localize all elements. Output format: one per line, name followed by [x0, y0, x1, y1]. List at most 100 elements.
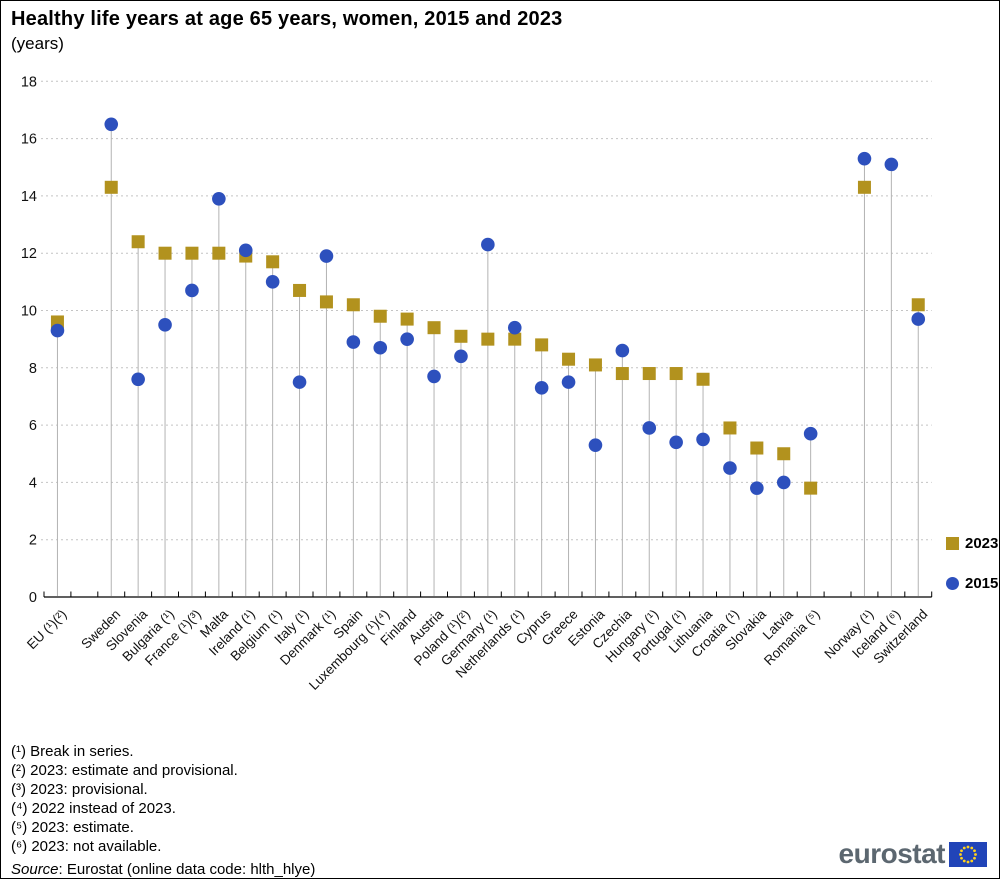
chart-subtitle: (years) — [11, 34, 64, 53]
marker-2023 — [911, 298, 925, 312]
marker-2015 — [373, 340, 388, 355]
marker-2023 — [104, 180, 118, 194]
marker-2015 — [346, 335, 361, 349]
marker-2023 — [857, 180, 871, 194]
marker-2015 — [507, 320, 522, 335]
flag-star — [962, 846, 966, 849]
marker-2015 — [50, 323, 65, 338]
flag-star — [973, 848, 976, 852]
marker-2015 — [534, 381, 549, 395]
marker-2015 — [454, 349, 468, 364]
y-axis-label: 16 — [21, 132, 37, 148]
y-axis-label: 4 — [29, 475, 37, 491]
flag-star — [970, 859, 974, 862]
marker-2015 — [185, 283, 199, 298]
x-axis-label: EU (¹)(²) — [24, 607, 70, 653]
marker-2015 — [642, 421, 657, 435]
marker-2015 — [669, 435, 683, 450]
y-axis-label: 18 — [21, 74, 37, 90]
marker-2015 — [750, 481, 764, 495]
y-axis-label: 0 — [29, 590, 37, 606]
marker-2015 — [427, 369, 441, 384]
flag-star — [966, 860, 970, 863]
footnotes: (¹) Break in series. (²) 2023: estimate … — [11, 742, 316, 878]
chart-title: Healthy life years at age 65 years, wome… — [11, 8, 563, 30]
marker-2015 — [212, 191, 226, 206]
marker-2023 — [293, 283, 307, 297]
legend-item-2023: 2023 — [946, 532, 998, 554]
marker-2023 — [131, 235, 145, 249]
flag-star — [959, 852, 962, 856]
marker-2023 — [696, 372, 710, 386]
footnote-1: (¹) Break in series. — [11, 743, 134, 760]
flag-star — [970, 846, 974, 849]
marker-2023 — [158, 246, 172, 260]
marker-2015 — [776, 475, 791, 490]
y-axis-label: 10 — [21, 304, 37, 320]
footnote-4: (⁴) 2022 instead of 2023. — [11, 800, 176, 817]
y-axis-label: 14 — [21, 189, 37, 205]
footnote-2: (²) 2023: estimate and provisional. — [11, 762, 238, 779]
marker-2015 — [561, 375, 576, 389]
footnote-3: (³) 2023: provisional. — [11, 781, 148, 798]
marker-2015 — [857, 151, 872, 166]
marker-2023 — [508, 332, 522, 346]
marker-2023 — [562, 352, 576, 366]
marker-2015 — [696, 432, 710, 447]
flag-star — [966, 845, 970, 848]
marker-2023 — [185, 246, 199, 260]
marker-2023 — [642, 367, 656, 381]
y-axis-label: 8 — [29, 361, 37, 377]
flag-star — [973, 856, 976, 860]
marker-2023 — [427, 321, 441, 335]
marker-2015 — [615, 343, 630, 358]
marker-2023 — [481, 332, 495, 346]
legend-swatch-2015-circle — [946, 576, 959, 590]
legend-label-2023: 2023 — [965, 534, 999, 552]
y-axis-label: 2 — [29, 533, 37, 549]
y-axis-label: 12 — [21, 246, 37, 262]
flag-star — [962, 859, 966, 862]
marker-2015 — [238, 243, 253, 258]
flag-star — [960, 856, 963, 860]
legend: 2023 2015 — [946, 532, 998, 612]
marker-2015 — [104, 117, 119, 132]
legend-item-2015: 2015 — [946, 572, 998, 594]
legend-label-2015: 2015 — [965, 574, 999, 592]
marker-2023 — [346, 298, 360, 312]
marker-2023 — [804, 481, 818, 495]
footnote-6: (⁶) 2023: not available. — [11, 838, 162, 855]
marker-2023 — [750, 441, 764, 455]
marker-2023 — [212, 246, 226, 260]
marker-2023 — [588, 358, 602, 372]
marker-2023 — [454, 329, 468, 343]
marker-2015 — [481, 237, 495, 252]
marker-2023 — [723, 421, 737, 435]
marker-2015 — [292, 375, 307, 389]
marker-2015 — [400, 332, 414, 346]
marker-2015 — [265, 275, 280, 289]
marker-2023 — [266, 255, 280, 269]
marker-2015 — [884, 157, 899, 172]
marker-2015 — [588, 438, 603, 452]
footnote-5: (⁵) 2023: estimate. — [11, 819, 134, 836]
marker-2023 — [615, 367, 629, 381]
source-label: Source — [11, 861, 59, 878]
source-text: : Eurostat (online data code: hlth_hlye) — [58, 861, 316, 878]
marker-2015 — [911, 312, 926, 326]
source-line: Source: Eurostat (online data code: hlth… — [11, 860, 316, 878]
eurostat-logo: eurostat — [839, 838, 987, 870]
marker-2015 — [131, 372, 145, 387]
marker-2023 — [669, 367, 683, 381]
marker-2023 — [319, 295, 333, 309]
marker-2023 — [373, 309, 387, 323]
marker-2015 — [803, 426, 818, 441]
marker-2023 — [777, 447, 791, 461]
legend-swatch-2023-square — [946, 536, 959, 550]
eurostat-logo-text: eurostat — [838, 838, 946, 869]
flag-star — [960, 848, 963, 852]
marker-2015 — [319, 249, 334, 263]
flag-star — [974, 852, 977, 856]
